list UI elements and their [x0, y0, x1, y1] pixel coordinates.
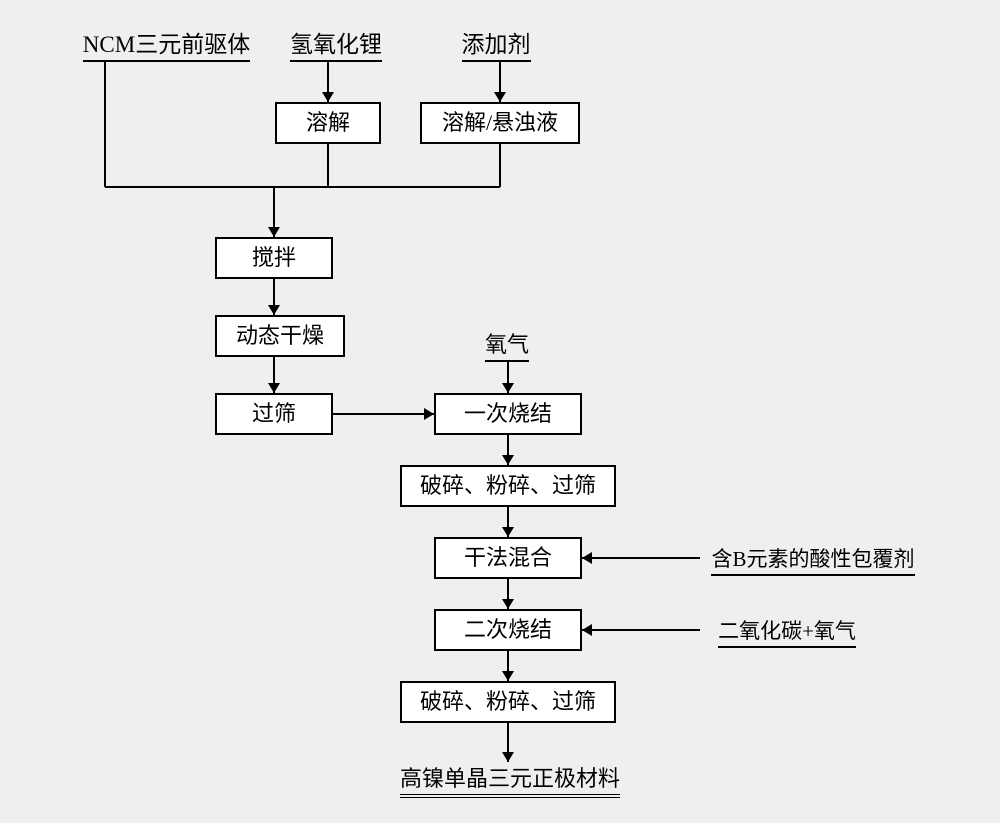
label-text-in_o2: 氧气: [485, 327, 529, 362]
input-in_o2: 氧气: [475, 328, 539, 360]
label-text-in_co2o2: 二氧化碳+氧气: [718, 615, 856, 648]
step-crush1: 破碎、粉碎、过筛: [400, 465, 616, 507]
input-in_add: 添加剂: [451, 26, 541, 60]
step-drymix: 干法混合: [434, 537, 582, 579]
input-in_ncm: NCM三元前驱体: [75, 26, 258, 60]
label-text-in_add: 添加剂: [462, 25, 531, 62]
step-dry: 动态干燥: [215, 315, 345, 357]
step-sinter1: 一次烧结: [434, 393, 582, 435]
input-in_co2o2: 二氧化碳+氧气: [702, 616, 872, 646]
step-stir: 搅拌: [215, 237, 333, 279]
input-out: 高镍单晶三元正极材料: [395, 762, 625, 796]
step-sieve1: 过筛: [215, 393, 333, 435]
step-sinter2: 二次烧结: [434, 609, 582, 651]
label-text-in_lioh: 氢氧化锂: [290, 25, 382, 62]
label-text-in_b: 含B元素的酸性包覆剂: [711, 543, 914, 576]
flowchart-canvas: NCM三元前驱体 氢氧化锂 添加剂溶解溶解/悬浊液搅拌动态干燥过筛 氧气一次烧结破碎、…: [0, 0, 1000, 823]
step-crush2: 破碎、粉碎、过筛: [400, 681, 616, 723]
input-in_lioh: 氢氧化锂: [281, 26, 391, 60]
label-text-out: 高镍单晶三元正极材料: [400, 761, 620, 798]
label-text-in_ncm: NCM三元前驱体: [83, 25, 250, 62]
step-dissolve: 溶解: [275, 102, 381, 144]
input-in_b: 含B元素的酸性包覆剂: [702, 544, 924, 574]
step-suspend: 溶解/悬浊液: [420, 102, 580, 144]
